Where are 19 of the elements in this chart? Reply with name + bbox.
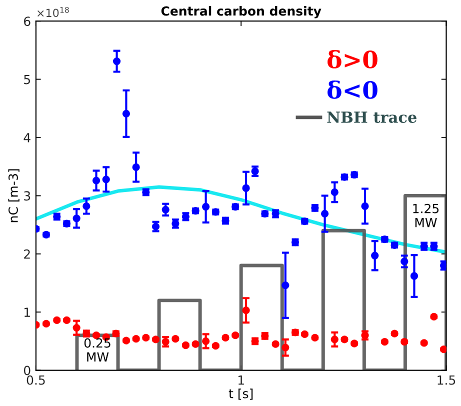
- text: δ<0: [328, 80, 378, 99]
- y-tick-label: 2: [24, 249, 30, 259]
- x-axis-title: t [s]: [228, 388, 253, 400]
- annotation: 1.25 MW: [413, 204, 439, 228]
- chart-title: Central carbon density: [161, 6, 322, 18]
- y-axis-title: nC [m-3]: [8, 169, 20, 222]
- y-tick-label: 3: [24, 191, 30, 201]
- y-tick-label: 0: [24, 366, 30, 376]
- y-tick-label: 1: [24, 308, 30, 317]
- x-tick-label: 1.5: [438, 376, 456, 385]
- y-tick-label: 6: [24, 16, 30, 26]
- legend-label: NBH trace: [327, 112, 417, 123]
- text: ×10$^{18}$: [37, 6, 69, 18]
- annotation: 0.25 MW: [84, 338, 110, 362]
- y-tick-label: 4: [24, 133, 30, 142]
- y-tick-label: 5: [24, 74, 30, 84]
- text: δ>0: [328, 50, 378, 68]
- x-tick-label: 1: [238, 376, 244, 385]
- x-tick-label: 0.5: [26, 375, 45, 385]
